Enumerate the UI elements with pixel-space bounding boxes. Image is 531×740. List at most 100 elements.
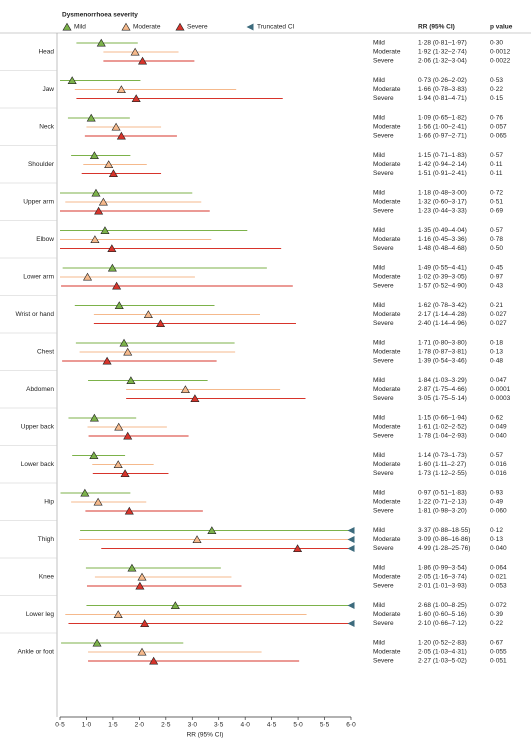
rr-ci: 1·39 (0·54–3·46) bbox=[418, 358, 467, 365]
rr-ci: 2·06 (1·32–3·04) bbox=[418, 58, 467, 65]
p-value: 0·072 bbox=[490, 602, 507, 609]
point-estimate bbox=[123, 347, 133, 356]
row-label: Mild bbox=[373, 527, 385, 534]
point-estimate bbox=[107, 263, 117, 272]
point-estimate bbox=[112, 281, 122, 290]
rr-ci: 1·60 (0·60–5·16) bbox=[418, 611, 467, 618]
category-label: Abdomen bbox=[26, 386, 54, 393]
category-label: Chest bbox=[37, 349, 54, 356]
truncation-marker bbox=[347, 536, 355, 543]
row-label: Mild bbox=[373, 302, 385, 309]
legend-title: Dysmenorrhoea severity bbox=[62, 12, 138, 19]
row-label: Moderate bbox=[373, 536, 401, 543]
p-value: 0·72 bbox=[490, 190, 503, 197]
category-label: Knee bbox=[39, 574, 55, 581]
x-tick-label: 5·5 bbox=[320, 722, 330, 729]
row-label: Mild bbox=[373, 115, 385, 122]
row-label: Severe bbox=[373, 545, 394, 552]
category-label: Upper back bbox=[21, 424, 55, 431]
point-estimate bbox=[89, 151, 99, 159]
row-label: Mild bbox=[373, 377, 385, 384]
point-estimate bbox=[98, 197, 108, 206]
point-estimate bbox=[96, 38, 106, 47]
point-estimate bbox=[92, 638, 102, 647]
p-value: 0·57 bbox=[490, 152, 503, 159]
row-label: Moderate bbox=[373, 349, 401, 356]
rr-ci: 1·94 (0·81–4·71) bbox=[418, 95, 467, 102]
rr-ci: 2·40 (1·14–4·96) bbox=[418, 320, 467, 327]
p-value: 0·053 bbox=[490, 583, 507, 590]
row-label: Mild bbox=[373, 40, 385, 47]
p-value: 0·0001 bbox=[490, 386, 511, 393]
row-label: Mild bbox=[373, 640, 385, 647]
category-label: Hip bbox=[44, 499, 54, 506]
row-label: Mild bbox=[373, 227, 385, 234]
point-estimate bbox=[293, 544, 303, 553]
point-estimate bbox=[114, 422, 124, 431]
row-label: Severe bbox=[373, 320, 394, 327]
row-label: Severe bbox=[373, 358, 394, 365]
rr-ci: 1·81 (0·98–3·20) bbox=[418, 508, 467, 515]
point-estimate bbox=[86, 113, 96, 122]
p-value: 0·047 bbox=[490, 377, 507, 384]
point-estimate bbox=[89, 451, 99, 460]
p-value: 0·43 bbox=[490, 283, 503, 290]
row-label: Moderate bbox=[373, 461, 401, 468]
point-estimate bbox=[108, 169, 118, 177]
rr-ci: 1·20 (0·52–2·83) bbox=[418, 640, 467, 647]
legend-marker bbox=[121, 22, 131, 31]
p-value: 0·93 bbox=[490, 490, 503, 497]
legend-marker bbox=[175, 22, 185, 31]
point-estimate bbox=[135, 581, 145, 590]
point-estimate bbox=[140, 619, 150, 628]
row-label: Mild bbox=[373, 490, 385, 497]
category-label: Thigh bbox=[38, 536, 55, 543]
rr-ci: 2·27 (1·03–5·02) bbox=[418, 658, 467, 665]
p-value: 0·016 bbox=[490, 470, 507, 477]
p-value: 0·22 bbox=[490, 86, 503, 93]
p-value: 0·040 bbox=[490, 545, 507, 552]
row-label: Mild bbox=[373, 340, 385, 347]
rr-ci: 1·66 (0·97–2·71) bbox=[418, 133, 467, 140]
x-axis-title: RR (95% CI) bbox=[187, 732, 224, 739]
point-estimate bbox=[90, 235, 100, 243]
rr-ci: 2·10 (0·66–7·12) bbox=[418, 620, 467, 627]
point-estimate bbox=[131, 94, 141, 102]
rr-ci: 2·05 (1·03–4·31) bbox=[418, 649, 467, 656]
row-label: Severe bbox=[373, 170, 394, 177]
point-estimate bbox=[113, 460, 123, 469]
rr-ci: 1·15 (0·71–1·83) bbox=[418, 152, 467, 159]
p-value: 0·76 bbox=[490, 115, 503, 122]
point-estimate bbox=[82, 272, 93, 281]
x-tick-label: 2·0 bbox=[135, 722, 145, 729]
p-value: 0·051 bbox=[490, 658, 507, 665]
row-label: Moderate bbox=[373, 611, 401, 618]
point-estimate bbox=[124, 506, 134, 515]
p-value: 0·055 bbox=[490, 649, 507, 656]
row-label: Moderate bbox=[373, 86, 401, 93]
p-value: 0·69 bbox=[490, 208, 503, 215]
row-label: Severe bbox=[373, 208, 394, 215]
p-value: 0·53 bbox=[490, 77, 503, 84]
point-estimate bbox=[207, 526, 217, 535]
p-value: 0·13 bbox=[490, 349, 503, 356]
category-label: Ankle or foot bbox=[18, 649, 55, 656]
p-value: 0·48 bbox=[490, 358, 503, 365]
category-label: Elbow bbox=[36, 236, 54, 243]
point-estimate bbox=[137, 647, 147, 656]
p-value: 0·50 bbox=[490, 245, 503, 252]
rr-ci: 0·97 (0·51–1·83) bbox=[418, 490, 467, 497]
point-estimate bbox=[93, 497, 103, 506]
row-label: Moderate bbox=[373, 499, 401, 506]
p-value: 0·0012 bbox=[490, 49, 511, 56]
rr-ci: 1·61 (1·02–2·52) bbox=[418, 424, 467, 431]
rr-ci: 1·15 (0·66–1·94) bbox=[418, 415, 467, 422]
point-estimate bbox=[123, 431, 133, 440]
row-label: Moderate bbox=[373, 199, 401, 206]
rr-ci: 1·48 (0·48–4·68) bbox=[418, 245, 467, 252]
point-estimate bbox=[143, 310, 153, 319]
p-value: 0·30 bbox=[490, 40, 503, 47]
rr-ci: 1·35 (0·49–4·04) bbox=[418, 227, 467, 234]
x-tick-label: 1·5 bbox=[108, 722, 118, 729]
row-label: Moderate bbox=[373, 574, 401, 581]
